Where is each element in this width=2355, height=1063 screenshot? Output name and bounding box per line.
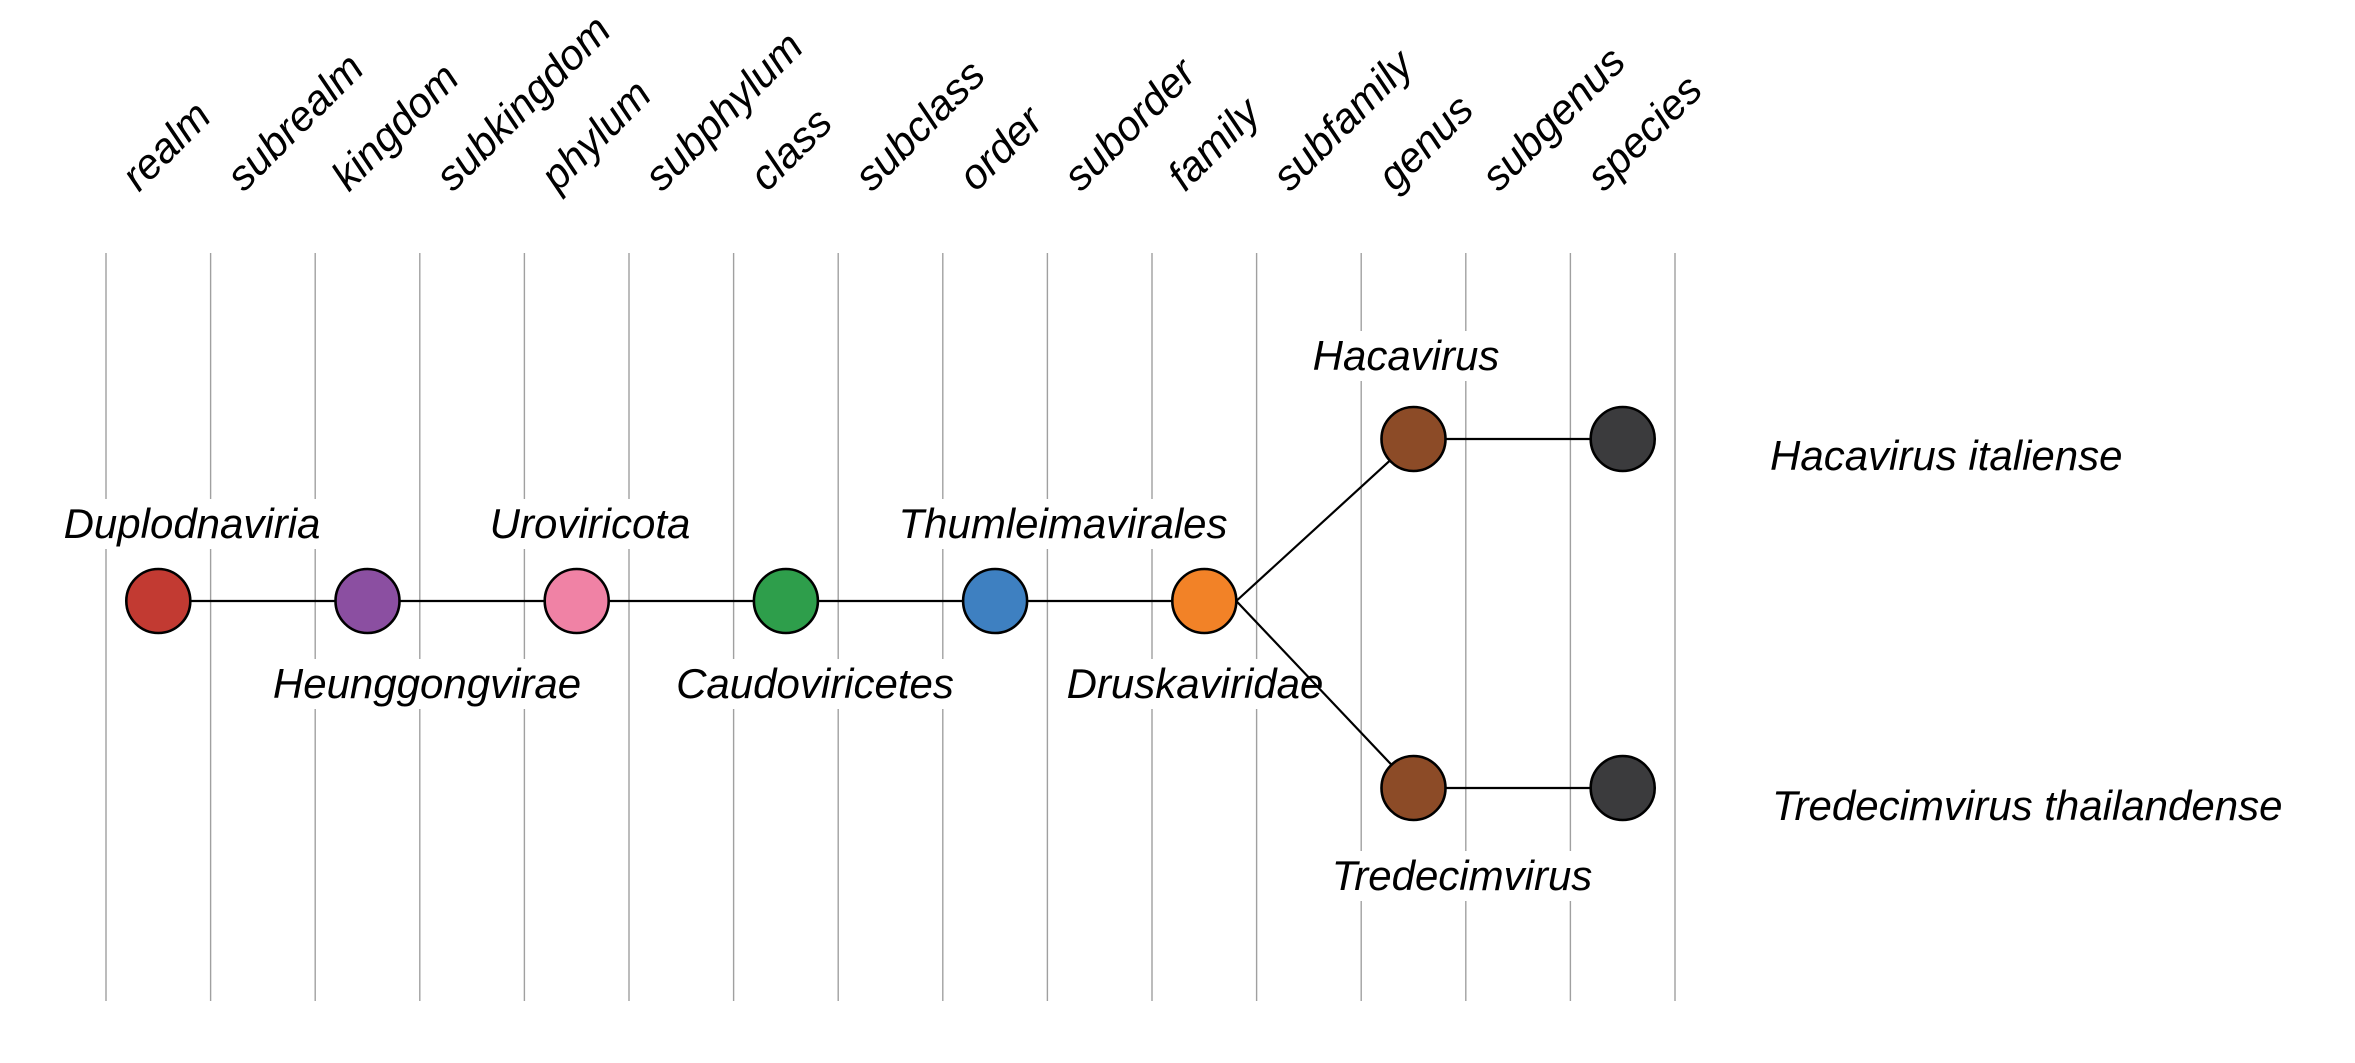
species-node-hacavirus-italiense <box>1589 405 1656 473</box>
taxon-label-hacavirus: Hacavirus <box>1306 331 1506 381</box>
species-label-hacavirus-italiense: Hacavirus italiense <box>1770 432 2123 479</box>
order-node-thumleimavirales <box>961 567 1029 635</box>
kingdom-node-heunggongvirae <box>334 567 401 635</box>
family-node-druskaviridae <box>1171 567 1238 635</box>
genus-node-hacavirus <box>1380 405 1447 473</box>
lineage-connectors <box>158 437 1623 790</box>
genus-node-tredecimvirus <box>1380 754 1447 822</box>
taxon-label-druskaviridae: Druskaviridae <box>1060 659 1330 709</box>
taxon-label-heunggongvirae: Heunggongvirae <box>266 659 588 709</box>
species-label-tredecimvirus-thailandense: Tredecimvirus thailandense <box>1772 782 2283 829</box>
taxon-label-tredecimvirus: Tredecimvirus <box>1325 851 1599 901</box>
taxon-label-uroviricota: Uroviricota <box>483 499 697 549</box>
taxon-nodes <box>125 405 1656 822</box>
taxon-label-caudoviricetes: Caudoviricetes <box>670 659 960 709</box>
taxon-label-duplodnaviria: Duplodnaviria <box>57 499 327 549</box>
class-node-caudoviricetes <box>752 567 820 635</box>
realm-node-duplodnaviria <box>125 567 192 635</box>
phylum-node-uroviricota <box>543 567 611 635</box>
taxon-label-thumleimavirales: Thumleimavirales <box>892 499 1234 549</box>
species-node-tredecimvirus-thailandense <box>1589 754 1656 822</box>
